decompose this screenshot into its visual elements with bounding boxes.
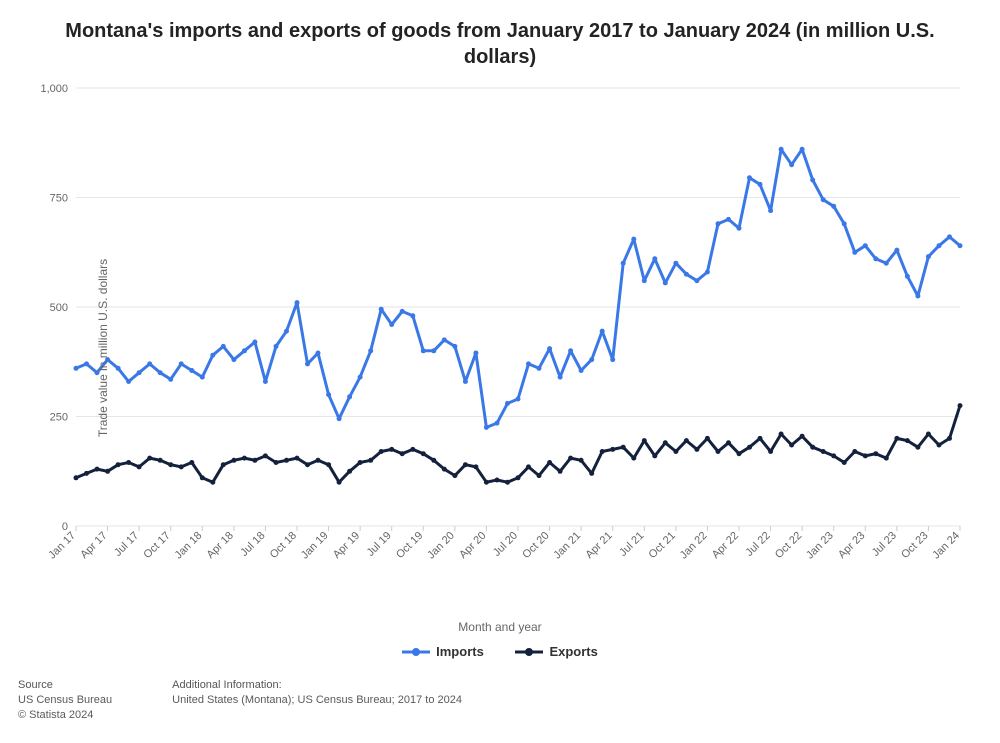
svg-text:Apr 23: Apr 23: [836, 530, 867, 561]
svg-text:Jan 23: Jan 23: [804, 530, 836, 562]
legend-label-exports: Exports: [549, 644, 597, 659]
footer: Source US Census Bureau © Statista 2024 …: [18, 679, 982, 724]
legend-swatch-imports: [402, 646, 430, 658]
svg-text:Oct 22: Oct 22: [773, 530, 804, 561]
svg-text:Jan 22: Jan 22: [678, 530, 710, 562]
svg-text:Jan 24: Jan 24: [930, 530, 962, 562]
svg-text:Oct 19: Oct 19: [394, 530, 425, 561]
legend-item-exports: Exports: [515, 644, 597, 659]
svg-text:Apr 21: Apr 21: [583, 530, 614, 561]
footer-source: Source US Census Bureau © Statista 2024: [18, 679, 112, 724]
svg-text:750: 750: [50, 193, 68, 205]
y-axis-label: Trade value in million U.S. dollars: [96, 259, 110, 437]
svg-text:Jan 18: Jan 18: [173, 530, 205, 562]
chart-title: Montana's imports and exports of goods f…: [58, 18, 942, 70]
svg-text:250: 250: [50, 412, 68, 424]
footer-info-head: Additional Information:: [172, 679, 462, 691]
legend: Imports Exports: [18, 644, 982, 661]
svg-text:500: 500: [50, 302, 68, 314]
footer-source-head: Source: [18, 679, 112, 691]
chart-area: Trade value in million U.S. dollars 0250…: [18, 78, 978, 618]
footer-copyright: © Statista 2024: [18, 708, 112, 723]
legend-swatch-exports: [515, 646, 543, 658]
footer-source-line: US Census Bureau: [18, 693, 112, 708]
svg-text:Apr 19: Apr 19: [331, 530, 362, 561]
svg-text:Apr 22: Apr 22: [710, 530, 741, 561]
svg-text:Oct 23: Oct 23: [899, 530, 930, 561]
svg-text:Apr 20: Apr 20: [457, 530, 488, 561]
svg-text:Jul 22: Jul 22: [743, 530, 772, 559]
svg-text:Apr 17: Apr 17: [78, 530, 109, 561]
svg-text:Jul 20: Jul 20: [491, 530, 520, 559]
svg-text:Jul 17: Jul 17: [112, 530, 141, 559]
svg-text:Apr 18: Apr 18: [205, 530, 236, 561]
svg-text:Oct 21: Oct 21: [647, 530, 678, 561]
footer-info-line: United States (Montana); US Census Burea…: [172, 693, 462, 708]
legend-label-imports: Imports: [436, 644, 484, 659]
svg-text:Jul 19: Jul 19: [365, 530, 394, 559]
line-chart-svg: 02505007501,000Jan 17Apr 17Jul 17Oct 17J…: [18, 78, 978, 618]
svg-text:Jul 18: Jul 18: [238, 530, 267, 559]
svg-text:Jan 17: Jan 17: [46, 530, 78, 562]
svg-text:Oct 17: Oct 17: [141, 530, 172, 561]
chart-page: Montana's imports and exports of goods f…: [0, 0, 1000, 743]
svg-text:Jan 20: Jan 20: [425, 530, 457, 562]
svg-text:Oct 18: Oct 18: [268, 530, 299, 561]
svg-text:Jul 23: Jul 23: [870, 530, 899, 559]
footer-info: Additional Information: United States (M…: [172, 679, 462, 724]
svg-text:Jul 21: Jul 21: [617, 530, 646, 559]
svg-text:Jan 21: Jan 21: [551, 530, 583, 562]
svg-text:Oct 20: Oct 20: [520, 530, 551, 561]
legend-item-imports: Imports: [402, 644, 484, 659]
x-axis-label: Month and year: [18, 620, 982, 634]
svg-text:Jan 19: Jan 19: [299, 530, 331, 562]
svg-text:1,000: 1,000: [40, 83, 68, 95]
